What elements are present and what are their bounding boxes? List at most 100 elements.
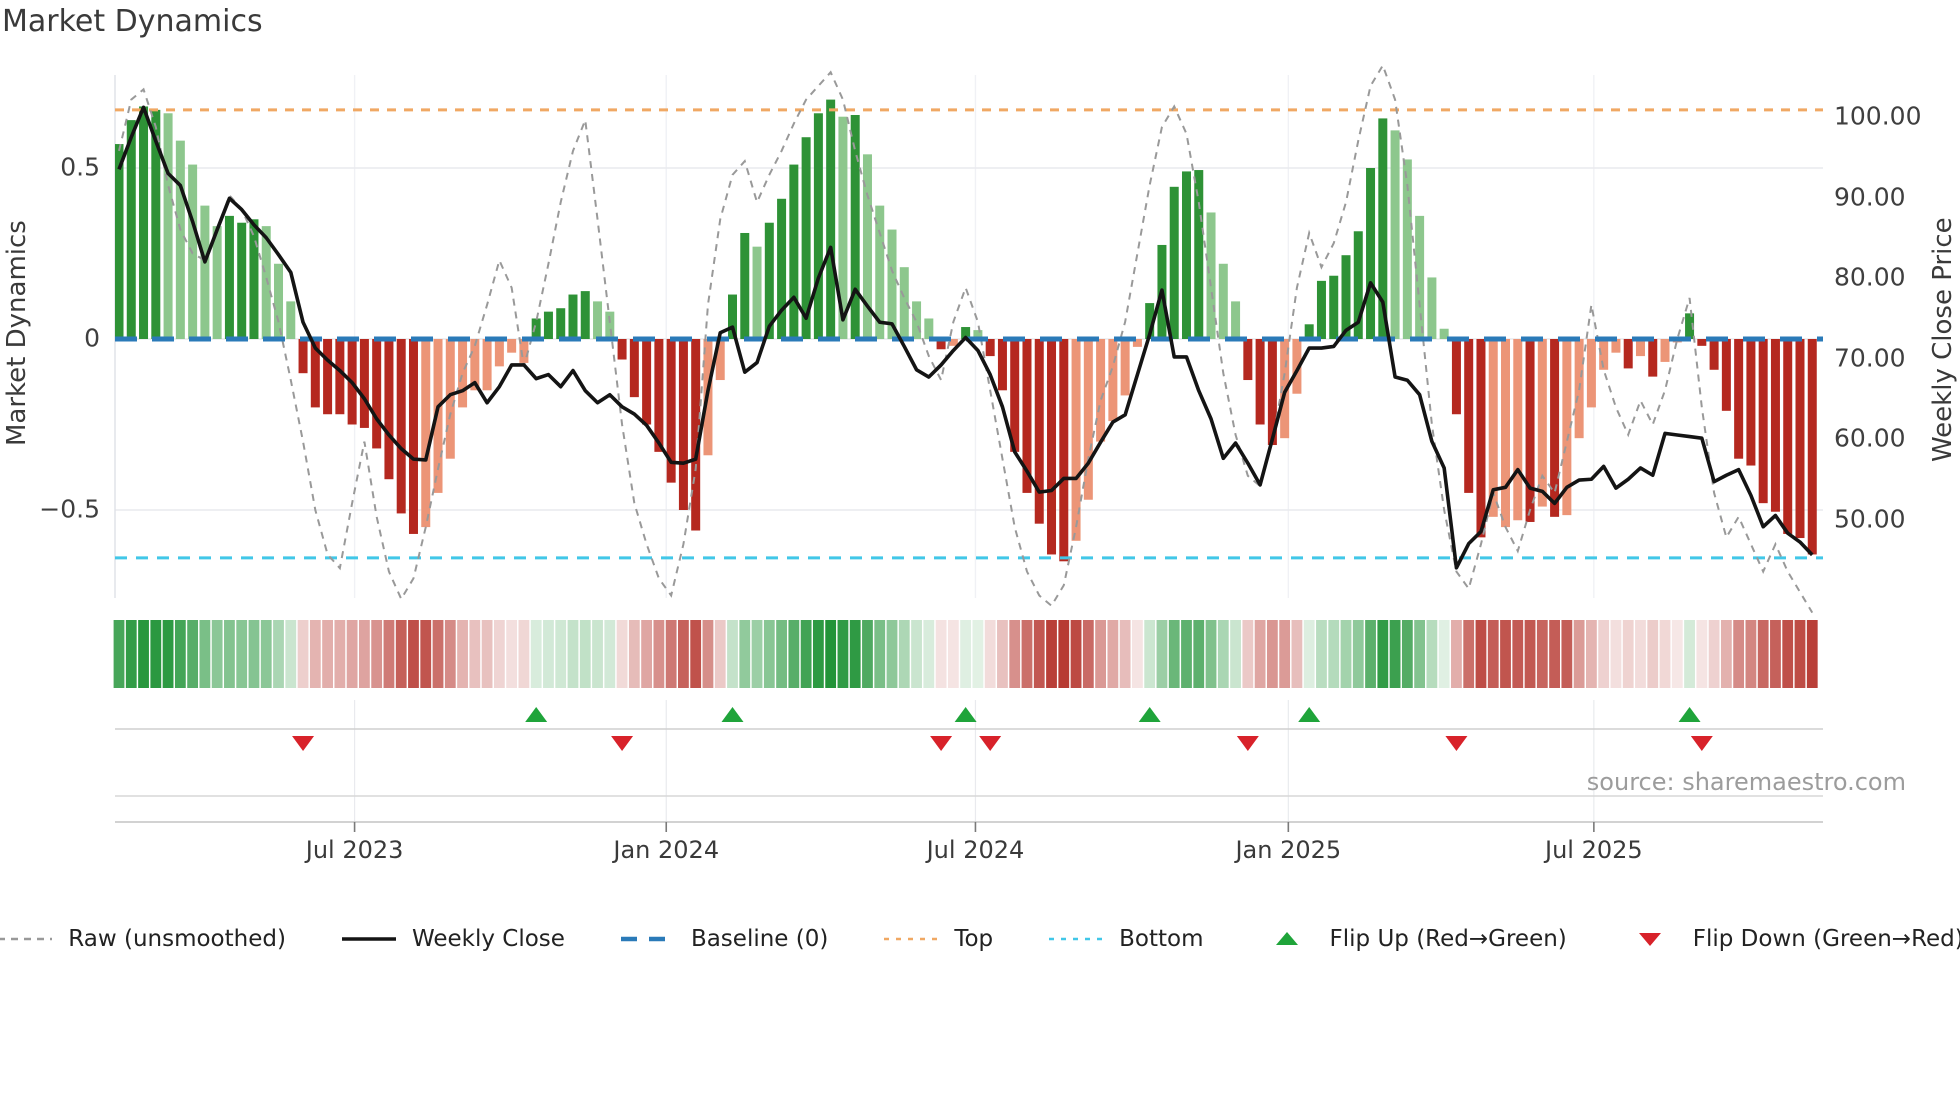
oscillator-bar xyxy=(789,164,799,339)
oscillator-bar xyxy=(593,301,603,339)
oscillator-bar xyxy=(715,339,725,381)
oscillator-bar xyxy=(1083,339,1093,500)
oscillator-bar xyxy=(482,339,492,391)
oscillator-bar xyxy=(1709,339,1719,370)
oscillator-bar xyxy=(1022,339,1032,493)
heatmap-cell xyxy=(1058,620,1070,688)
flip-up-legend-icon xyxy=(1275,932,1298,945)
oscillator-bar xyxy=(1697,339,1707,346)
heatmap-cell xyxy=(1181,620,1192,688)
heatmap-cell xyxy=(849,620,861,688)
source-credit: source: sharemaestro.com xyxy=(1586,768,1906,796)
heatmap-cell xyxy=(702,620,714,688)
oscillator-bar xyxy=(445,339,455,459)
oscillator-bar xyxy=(298,339,308,374)
heatmap-cell xyxy=(972,620,984,688)
oscillator-bar xyxy=(899,267,909,339)
oscillator-bar xyxy=(1525,339,1535,522)
oscillator-bar xyxy=(875,205,885,339)
oscillator-bar xyxy=(507,339,517,353)
heatmap-cell xyxy=(1573,620,1585,688)
heatmap-cell xyxy=(334,620,346,688)
oscillator-bar xyxy=(862,154,872,339)
heatmap-cell xyxy=(1696,620,1708,688)
heatmap-cell xyxy=(1303,620,1315,688)
oscillator-bar xyxy=(1562,339,1572,516)
heatmap-cell xyxy=(1720,620,1732,688)
solid-black-legend-icon xyxy=(341,937,396,941)
oscillator-bar xyxy=(151,109,161,339)
heatmap-cell xyxy=(1671,620,1683,688)
heatmap-cell xyxy=(1586,620,1597,688)
heatmap-cell xyxy=(309,620,321,688)
heatmap-cell xyxy=(1328,620,1340,688)
oscillator-bar xyxy=(568,294,578,339)
legend-item-label: Flip Down (Green→Red) xyxy=(1692,926,1960,952)
heatmap-cell xyxy=(1745,620,1757,688)
oscillator-bar xyxy=(433,339,443,493)
oscillator-bar xyxy=(997,339,1007,391)
right-tick-label: 100.00 xyxy=(1834,101,1922,131)
heatmap-cell xyxy=(1684,620,1695,688)
oscillator-bar xyxy=(1132,339,1142,347)
oscillator-bar xyxy=(372,339,382,449)
oscillator-bar xyxy=(1034,339,1044,524)
heatmap-cell xyxy=(555,620,567,688)
x-tick-label: Jan 2025 xyxy=(1235,836,1342,864)
x-tick-label: Jul 2023 xyxy=(305,836,404,864)
right-tick-label: 60.00 xyxy=(1834,423,1906,453)
heatmap-cell xyxy=(1500,620,1511,688)
heatmap-cell xyxy=(1242,620,1254,688)
heatmap-cell xyxy=(616,620,628,688)
oscillator-bar xyxy=(1734,339,1744,459)
heatmap-cell xyxy=(1217,620,1229,688)
oscillator-bar xyxy=(1513,339,1523,521)
flip-down-marker xyxy=(1690,736,1713,751)
oscillator-bar xyxy=(973,330,983,339)
heatmap-cell xyxy=(935,620,947,688)
oscillator-bar xyxy=(1071,339,1081,541)
oscillator-bar xyxy=(1378,118,1388,339)
oscillator-bar xyxy=(1660,339,1670,362)
oscillator-bar xyxy=(249,219,259,339)
heatmap-cell xyxy=(800,620,812,688)
oscillator-bar xyxy=(1304,324,1314,339)
left-tick-label: 0 xyxy=(84,323,100,353)
heatmap-cell xyxy=(211,620,223,688)
heatmap-cell xyxy=(1708,620,1720,688)
oscillator-bar xyxy=(1366,168,1376,339)
heatmap-cell xyxy=(1610,620,1622,688)
oscillator-bar xyxy=(261,226,271,339)
oscillator-bar xyxy=(1550,339,1560,517)
heatmap-cell xyxy=(678,620,689,688)
oscillator-bar xyxy=(1648,339,1658,377)
heatmap-cell xyxy=(1107,620,1119,688)
heatmap-cell xyxy=(886,620,898,688)
x-tick-label: Jul 2025 xyxy=(1545,836,1643,864)
legend-item-4: Bottom xyxy=(1047,926,1204,952)
heatmap-cell xyxy=(1377,620,1389,688)
heatmap-cell xyxy=(113,620,125,688)
heatmap-cell xyxy=(408,620,419,688)
heatmap-cell xyxy=(898,620,910,688)
oscillator-bar xyxy=(1427,277,1437,339)
flip-down-marker xyxy=(979,736,1002,751)
oscillator-bar xyxy=(1783,339,1793,534)
oscillator-bar xyxy=(1599,339,1609,370)
oscillator-bar xyxy=(605,311,615,339)
left-tick-label: 0.5 xyxy=(60,152,100,182)
oscillator-bar xyxy=(1010,339,1020,452)
heatmap-cell xyxy=(1475,620,1487,688)
right-tick-label: 50.00 xyxy=(1834,503,1906,533)
oscillator-bar xyxy=(1390,130,1400,339)
heatmap-cell xyxy=(1254,620,1266,688)
heatmap-cell xyxy=(1009,620,1021,688)
legend-swatch-shape xyxy=(1275,932,1298,945)
oscillator-bar xyxy=(1341,255,1351,339)
heatmap-cell xyxy=(628,620,640,688)
raw-line xyxy=(118,63,1814,614)
heatmap-cell xyxy=(1046,620,1057,688)
heatmap-cell xyxy=(1279,620,1291,688)
heatmap-cell xyxy=(923,620,935,688)
